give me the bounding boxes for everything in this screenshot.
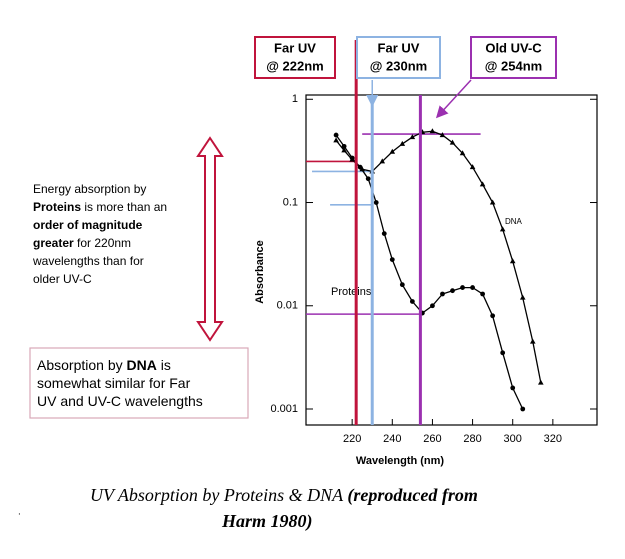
x-tick-label: 300 <box>504 433 522 445</box>
x-tick-label: 240 <box>383 433 401 445</box>
series-label: DNA <box>505 217 523 226</box>
y-axis-label: Absorbance <box>254 240 266 304</box>
caption-line: Harm 1980) <box>221 511 313 532</box>
callout-label: @ 222nm <box>266 58 323 73</box>
callout-box <box>254 36 336 79</box>
data-point <box>379 158 386 164</box>
x-tick-label: 220 <box>343 433 361 445</box>
data-point <box>389 148 396 154</box>
data-point <box>429 128 436 134</box>
text-run: Proteins <box>33 200 81 214</box>
data-point <box>520 406 526 412</box>
callout-arrow <box>435 79 472 119</box>
callout-label: Far UV <box>274 40 316 55</box>
text-run: UV Absorption by Proteins & DNA <box>90 485 347 505</box>
callout-label: Old UV-C <box>485 40 542 55</box>
text-run: Harm 1980) <box>221 511 313 532</box>
callout-label: @ 230nm <box>370 58 427 73</box>
data-point <box>470 285 475 290</box>
text-run: (reproduced from <box>347 485 477 506</box>
note-line: greater for 220nm <box>33 236 131 250</box>
y-tick-label: 0.1 <box>283 196 298 208</box>
callout-box <box>470 36 557 79</box>
text-run: DNA <box>127 357 157 373</box>
callout-label: Far UV <box>378 40 420 55</box>
data-point <box>341 147 347 153</box>
data-point <box>365 176 371 182</box>
x-tick-label: 320 <box>544 433 562 445</box>
y-tick-label: 0.001 <box>270 403 298 415</box>
data-point <box>409 299 415 304</box>
y-tick-label: 1 <box>292 93 298 105</box>
data-point <box>430 303 435 309</box>
footnote-mark: . <box>18 507 21 518</box>
data-point <box>450 288 455 294</box>
plot-frame <box>305 94 598 426</box>
data-point <box>399 282 405 288</box>
data-point <box>489 199 496 205</box>
note-line: wavelengths than for <box>32 254 144 268</box>
data-point <box>459 150 466 156</box>
text-run: greater <box>33 236 74 250</box>
note-box <box>29 347 249 419</box>
caption-line: UV Absorption by Proteins & DNA (reprodu… <box>90 485 478 506</box>
data-point <box>499 226 506 232</box>
y-tick-label: 0.01 <box>277 300 298 312</box>
data-point <box>480 291 486 297</box>
data-point <box>439 132 446 138</box>
note-line: UV and UV-C wavelengths <box>37 393 203 409</box>
data-point <box>519 294 526 300</box>
text-run: for 220nm <box>74 236 131 250</box>
data-point <box>409 134 416 140</box>
data-point <box>479 181 486 187</box>
x-tick-label: 260 <box>423 433 441 445</box>
callout-box <box>356 36 441 79</box>
note-line: Proteins is more than an <box>33 200 167 214</box>
text-run: order of magnitude <box>33 218 143 232</box>
note-line: Energy absorption by <box>33 182 146 196</box>
note-line: order of magnitude <box>33 218 143 232</box>
data-point <box>399 140 406 146</box>
data-point <box>389 257 395 262</box>
data-point <box>349 155 355 161</box>
data-point <box>449 139 456 145</box>
series-label: Proteins <box>331 286 372 298</box>
data-point <box>460 285 465 290</box>
data-point <box>510 385 516 391</box>
data-point <box>440 291 445 297</box>
data-point <box>500 350 506 356</box>
data-point <box>333 137 339 143</box>
data-point <box>357 164 363 170</box>
text-run: Absorption by <box>37 357 127 373</box>
series-line <box>335 130 542 383</box>
data-point <box>529 338 536 344</box>
x-axis-label: Wavelength (nm) <box>356 455 445 467</box>
text-run: is <box>157 357 171 373</box>
data-point <box>538 379 544 385</box>
data-point <box>341 143 347 149</box>
data-point <box>373 200 379 205</box>
text-run: is more than an <box>81 200 167 214</box>
text-run: older UV-C <box>33 272 92 286</box>
data-point <box>359 166 365 172</box>
text-run: wavelengths than for <box>32 254 144 268</box>
data-point <box>469 164 476 170</box>
note-line: Absorption by DNA is <box>37 357 171 373</box>
note-line: somewhat similar for Far <box>37 375 191 391</box>
data-point <box>490 313 496 319</box>
callout-label: @ 254nm <box>485 58 542 73</box>
text-run: UV and UV-C wavelengths <box>37 393 203 409</box>
data-point <box>381 231 387 236</box>
data-point <box>333 132 339 138</box>
series-line <box>335 134 524 410</box>
note-line: older UV-C <box>33 272 92 286</box>
text-run: somewhat similar for Far <box>37 375 191 391</box>
x-tick-label: 280 <box>463 433 481 445</box>
double-arrow <box>196 136 224 342</box>
text-run: Energy absorption by <box>33 182 146 196</box>
data-point <box>509 258 516 264</box>
